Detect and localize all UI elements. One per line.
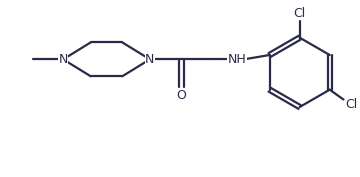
Text: N: N bbox=[145, 53, 154, 66]
Text: NH: NH bbox=[228, 53, 247, 66]
Text: O: O bbox=[176, 89, 186, 102]
Text: Cl: Cl bbox=[293, 7, 306, 20]
Text: Cl: Cl bbox=[345, 98, 357, 111]
Text: N: N bbox=[58, 53, 68, 66]
